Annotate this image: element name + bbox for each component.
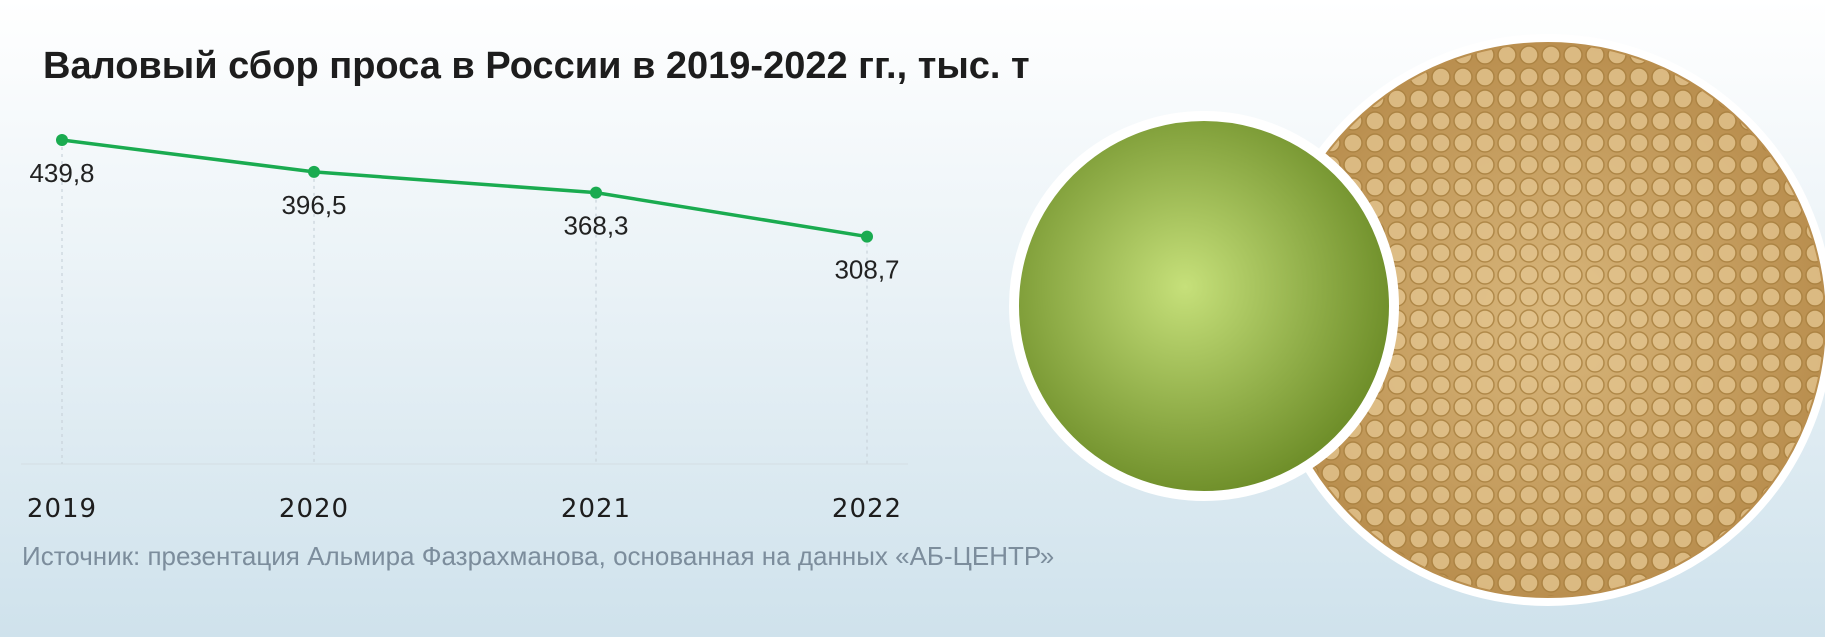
x-tick-label: 2022 xyxy=(832,494,902,524)
point xyxy=(590,186,602,199)
chart-title: Валовый сбор проса в России в 2019-2022 … xyxy=(43,45,1030,87)
x-tick-label: 2021 xyxy=(561,494,631,524)
value-label: 308,7 xyxy=(834,255,899,285)
photo-grains xyxy=(1262,34,1825,606)
source-note: Источник: презентация Альмира Фазрахмано… xyxy=(22,541,1054,571)
x-tick-label: 2020 xyxy=(279,494,349,524)
point xyxy=(308,165,320,178)
value-label: 396,5 xyxy=(281,190,346,220)
point xyxy=(861,230,873,243)
photo-green-millet xyxy=(1009,111,1399,501)
x-tick-label: 2019 xyxy=(27,494,97,524)
value-label: 439,8 xyxy=(29,158,94,188)
line-series xyxy=(61,138,868,239)
value-label: 368,3 xyxy=(563,211,628,241)
point xyxy=(56,134,68,146)
